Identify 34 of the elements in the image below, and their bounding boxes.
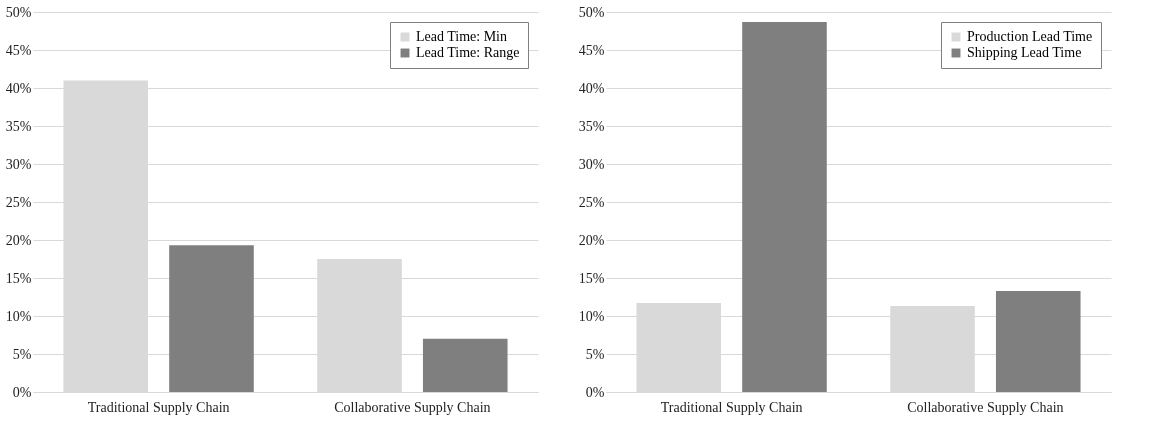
bar: [422, 338, 508, 392]
y-tick-label: 40%: [578, 80, 605, 96]
legend-label: Lead Time: Range: [416, 45, 520, 60]
x-tick-label: Traditional Supply Chain: [660, 399, 803, 415]
y-tick-label: 30%: [578, 156, 605, 172]
y-tick-label: 25%: [578, 194, 605, 210]
y-tick-label: 10%: [5, 308, 32, 324]
y-tick-label: 10%: [578, 308, 605, 324]
x-tick-label: Collaborative Supply Chain: [334, 399, 491, 415]
bar: [742, 21, 827, 392]
legend-label: Shipping Lead Time: [967, 45, 1082, 60]
y-tick-label: 0%: [12, 384, 32, 400]
y-tick-label: 35%: [578, 118, 605, 134]
y-tick-label: 5%: [12, 346, 32, 362]
x-tick-label: Traditional Supply Chain: [87, 399, 230, 415]
y-tick-label: 20%: [578, 232, 605, 248]
bar: [995, 290, 1081, 392]
y-tick-label: 50%: [5, 4, 32, 20]
y-tick-label: 5%: [585, 346, 605, 362]
y-tick-label: 15%: [5, 270, 32, 286]
y-tick-label: 25%: [5, 194, 32, 210]
y-tick-label: 45%: [578, 42, 605, 58]
y-tick-label: 50%: [578, 4, 605, 20]
y-tick-label: 45%: [5, 42, 32, 58]
y-tick-label: 0%: [585, 384, 605, 400]
legend-label: Production Lead Time: [967, 29, 1093, 44]
bar: [169, 245, 254, 392]
legend-label: Lead Time: Min: [416, 29, 508, 44]
y-tick-label: 40%: [5, 80, 32, 96]
y-tick-label: 35%: [5, 118, 32, 134]
x-tick-label: Collaborative Supply Chain: [907, 399, 1064, 415]
y-tick-label: 15%: [578, 270, 605, 286]
y-tick-label: 20%: [5, 232, 32, 248]
y-tick-label: 30%: [5, 156, 32, 172]
